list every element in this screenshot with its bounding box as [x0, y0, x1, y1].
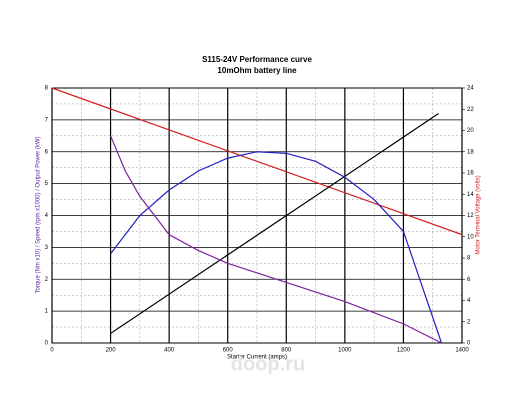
series-line: [110, 151, 443, 344]
y-axis-label: Torque (Nm x10) / Speed (rpm x1000) / Ou…: [36, 136, 42, 293]
x-tick-label: 200: [106, 348, 117, 354]
y2-tick-label: 8: [467, 256, 471, 262]
series-line: [110, 113, 439, 334]
y-tick-label: 2: [45, 277, 49, 283]
y-tick-label: 4: [45, 213, 49, 219]
x-tick-label: 0: [50, 348, 54, 354]
y2-tick-label: 12: [467, 213, 474, 219]
x-axis-label: Starter Current (amps): [227, 355, 287, 361]
chart-title: S115-24V Performance curve: [202, 55, 312, 64]
series-line: [110, 135, 442, 344]
x-tick-label: 1400: [455, 348, 469, 354]
y2-tick-label: 16: [467, 171, 474, 177]
x-tick-label: 400: [164, 348, 175, 354]
y-tick-label: 0: [45, 341, 49, 347]
y2-tick-label: 20: [467, 128, 474, 134]
y2-tick-label: 18: [467, 149, 474, 155]
y2-tick-label: 22: [467, 107, 474, 113]
y2-tick-label: 10: [467, 234, 474, 240]
series-line: [51, 87, 463, 236]
y2-tick-label: 2: [467, 319, 471, 325]
watermark: doop.ru: [231, 353, 305, 375]
x-tick-label: 600: [223, 348, 234, 354]
y2-tick-label: 24: [467, 86, 474, 92]
x-tick-label: 1200: [397, 348, 411, 354]
x-tick-label: 800: [281, 348, 292, 354]
y2-tick-label: 6: [467, 277, 471, 283]
plot-frame: [51, 87, 463, 344]
x-tick-label: 1000: [338, 348, 352, 354]
y2-axis-label: Motor Terminal Voltage (volts): [476, 175, 482, 254]
chart-subtitle: 10mOhm battery line: [217, 66, 297, 75]
y-tick-label: 7: [45, 117, 49, 123]
y-tick-label: 1: [45, 309, 49, 315]
y-tick-label: 6: [45, 149, 49, 155]
y2-tick-label: 14: [467, 192, 474, 198]
y-tick-label: 3: [45, 245, 49, 251]
y2-tick-label: 0: [467, 341, 471, 347]
y-tick-label: 8: [45, 86, 49, 92]
y2-tick-label: 4: [467, 298, 471, 304]
y-tick-label: 5: [45, 181, 49, 187]
